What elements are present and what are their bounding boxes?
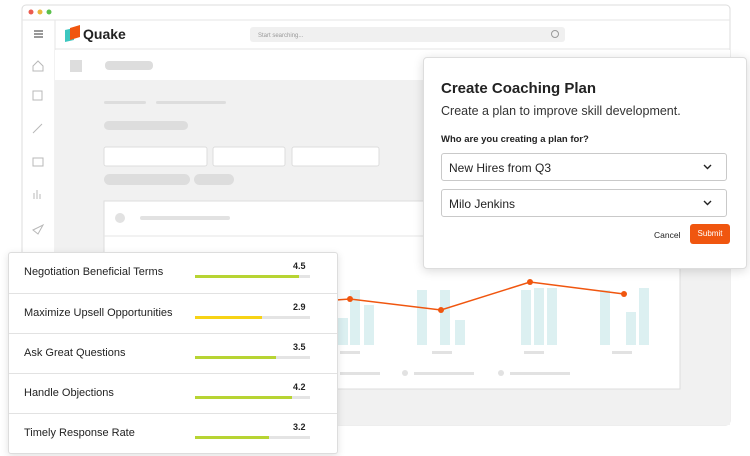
- placeholders: [104, 101, 234, 185]
- score-bar: [195, 316, 262, 319]
- placeholder: [140, 216, 230, 220]
- skill-name: Handle Objections: [24, 387, 114, 399]
- score-track: [195, 316, 310, 319]
- group-dropdown[interactable]: New Hires from Q3: [441, 153, 727, 181]
- background-points: [347, 279, 627, 313]
- search-icon[interactable]: [551, 30, 559, 38]
- placeholder: [105, 61, 153, 70]
- search-box[interactable]: [250, 27, 565, 42]
- score-track: [195, 275, 310, 278]
- skill-score: 3.5: [293, 342, 306, 352]
- placeholder: [115, 213, 125, 223]
- chevron: [703, 164, 712, 170]
- coaching-plan-dialog: Create Coaching Plan Create a plan to im…: [423, 57, 747, 269]
- dropdown-value: New Hires from Q3: [449, 161, 552, 175]
- score-bar: [195, 356, 276, 359]
- skills-panel: Negotiation Beneficial Terms 4.5 Maximize …: [8, 252, 338, 454]
- chevron: [703, 200, 712, 206]
- placeholder: [70, 60, 82, 72]
- filter-boxes: [103, 146, 380, 167]
- score-track: [195, 356, 310, 359]
- logo-mark: [65, 25, 80, 42]
- dialog-subtitle: Create a plan to improve skill developme…: [441, 104, 681, 118]
- skill-name: Timely Response Rate: [24, 427, 135, 439]
- logo-text: Quake: [83, 26, 126, 42]
- sidebar-icons[interactable]: [32, 60, 45, 235]
- window-dot: [46, 9, 52, 15]
- cancel-button[interactable]: Cancel: [654, 230, 681, 240]
- placeholders: [340, 351, 632, 376]
- search-placeholder[interactable]: Start searching...: [258, 33, 304, 39]
- skill-name: Maximize Upsell Opportunities: [24, 307, 173, 319]
- skill-row: Handle Objections 4.2: [9, 373, 337, 413]
- skill-row: Negotiation Beneficial Terms 4.5: [9, 253, 337, 293]
- window-dot: [37, 9, 43, 15]
- skill-row: Maximize Upsell Opportunities 2.9: [9, 293, 337, 333]
- dropdown-value: Milo Jenkins: [449, 197, 516, 211]
- score-bar: [195, 275, 299, 278]
- menu-icon[interactable]: [34, 30, 43, 38]
- submit-button[interactable]: Submit: [690, 224, 730, 244]
- skill-name: Ask Great Questions: [24, 347, 126, 359]
- skill-score: 3.2: [293, 422, 306, 432]
- background-bars: [338, 288, 649, 345]
- skill-row: Timely Response Rate 3.2: [9, 413, 337, 453]
- skill-row: Ask Great Questions 3.5: [9, 333, 337, 373]
- score-bar: [195, 436, 269, 439]
- dialog-question: Who are you creating a plan for?: [441, 134, 589, 145]
- dialog-title: Create Coaching Plan: [441, 80, 597, 97]
- score-bar: [195, 396, 292, 399]
- skill-score: 4.5: [293, 261, 306, 271]
- skill-score: 4.2: [293, 382, 306, 392]
- window-dot: [28, 9, 34, 15]
- score-track: [195, 396, 310, 399]
- skill-score: 2.9: [293, 302, 306, 312]
- person-dropdown[interactable]: Milo Jenkins: [441, 189, 727, 217]
- score-track: [195, 436, 310, 439]
- skill-name: Negotiation Beneficial Terms: [24, 266, 164, 278]
